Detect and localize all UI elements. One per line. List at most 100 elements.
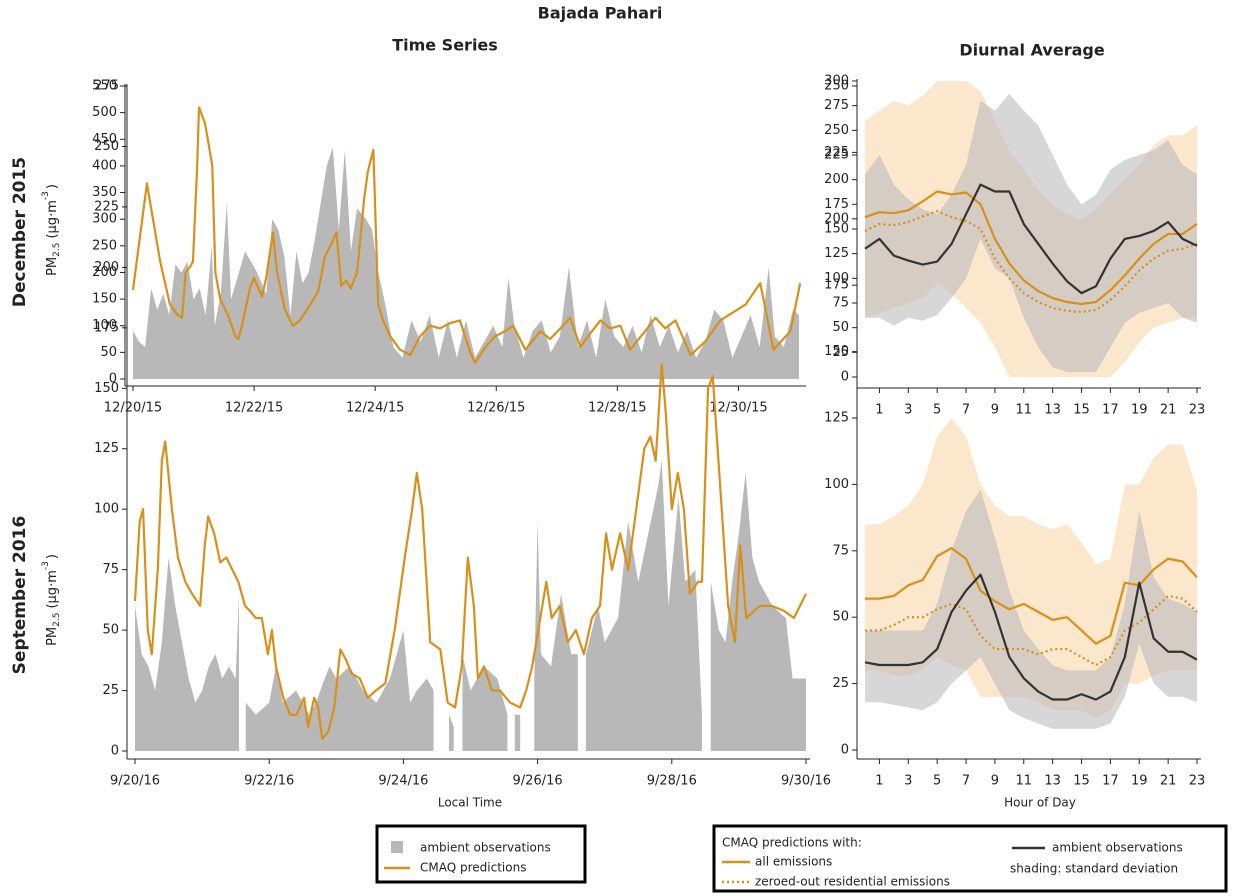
- y-label-part: ): [45, 184, 60, 189]
- y-tick-label: 200: [94, 260, 119, 275]
- y-tick-label: 25: [102, 683, 119, 698]
- y-tick-label: 25: [832, 345, 849, 360]
- x-tick-label: 7: [962, 774, 970, 789]
- y-tick-label: 225: [94, 199, 119, 214]
- y-tick-label: 75: [832, 296, 849, 311]
- x-tick-label: 9/30/16: [781, 774, 831, 789]
- x-tick-label: 12/26/15: [467, 401, 525, 416]
- legend-label: ambient observations: [1052, 841, 1183, 855]
- y-tick-label: 100: [94, 502, 119, 517]
- y-tick-label: 175: [824, 197, 849, 212]
- y-tick-label: 50: [832, 610, 849, 625]
- y-tick-label: 300: [92, 212, 117, 227]
- y-tick-label: 150: [824, 222, 849, 237]
- x-tick-label: 1: [875, 774, 883, 789]
- y-tick-label: 0: [841, 370, 849, 385]
- x-tick-label: 17: [1102, 403, 1119, 418]
- sd-band: [865, 489, 1197, 729]
- x-tick-label: 5: [933, 774, 941, 789]
- y-tick-label: 275: [94, 79, 119, 94]
- legend: ambient observations CMAQ predictions: [384, 841, 551, 875]
- x-tick-label: 21: [1160, 774, 1177, 789]
- y-tick-label: 250: [824, 79, 849, 94]
- column-title: Diurnal Average: [959, 41, 1105, 60]
- y-label-part: (µg·m: [45, 570, 60, 608]
- y-tick-label: 100: [824, 477, 849, 492]
- y-label-part: -3: [41, 191, 51, 200]
- y-tick-label: 100: [824, 271, 849, 286]
- y-tick-label: 225: [824, 148, 849, 163]
- legend-box: [375, 824, 587, 884]
- y-tick-label: 500: [92, 105, 117, 120]
- x-tick-label: 12/30/15: [709, 401, 767, 416]
- y-tick-label: 75: [102, 562, 119, 577]
- x-tick-label: 3: [904, 774, 912, 789]
- x-tick-label: 23: [1189, 774, 1206, 789]
- x-tick-label: 12/20/15: [104, 401, 162, 416]
- y-label-part: PM: [45, 257, 60, 276]
- x-tick-label: 19: [1131, 774, 1148, 789]
- x-tick-label: 9: [991, 403, 999, 418]
- series-line: [865, 547, 1198, 645]
- y-tick-label: 150: [824, 344, 849, 359]
- x-tick-label: 19: [1131, 403, 1148, 418]
- x-tick-label: 9/26/16: [513, 774, 563, 789]
- y-tick-label: 200: [824, 172, 849, 187]
- legend-note: shading: standard deviation: [1010, 862, 1178, 876]
- y-tick-label: 0: [111, 744, 119, 759]
- legend-label: CMAQ predictions: [420, 861, 526, 875]
- y-tick-label: 0: [841, 743, 849, 758]
- y-tick-label: 100: [92, 318, 117, 333]
- y-tick-label: 125: [94, 441, 119, 456]
- observation-area: [135, 460, 806, 751]
- x-tick-label: 9/20/16: [110, 774, 160, 789]
- x-tick-label: 15: [1073, 774, 1090, 789]
- x-tick-label: 12/22/15: [225, 401, 283, 416]
- legend: all emissions zeroed-out residential emis…: [722, 841, 1183, 889]
- y-tick-label: 150: [94, 381, 119, 396]
- series-line: [133, 362, 807, 741]
- x-tick-label: 1: [875, 403, 883, 418]
- legend-heading: CMAQ predictions with:: [722, 836, 862, 850]
- x-tick-label: 12/24/15: [346, 401, 404, 416]
- x-tick-label: 11: [1016, 403, 1033, 418]
- x-tick-label: 9: [991, 774, 999, 789]
- series-line: [131, 106, 802, 365]
- y-tick-label: 50: [102, 623, 119, 638]
- x-tick-label: 7: [962, 403, 970, 418]
- y-axis-label: PM2.5 (µg·m-3): [41, 554, 62, 646]
- x-tick-label: 5: [933, 403, 941, 418]
- x-tick-label: 13: [1044, 774, 1061, 789]
- legend-box: [712, 824, 1228, 893]
- y-tick-label: 125: [824, 411, 849, 426]
- y-tick-label: 175: [824, 278, 849, 293]
- observation-area: [133, 147, 799, 379]
- legend-label: zeroed-out residential emissions: [755, 875, 950, 889]
- x-tick-label: 12/28/15: [588, 401, 646, 416]
- y-tick-label: 225: [824, 145, 849, 160]
- x-tick-label: 15: [1073, 403, 1090, 418]
- y-tick-label: 350: [92, 185, 117, 200]
- x-tick-label: 23: [1189, 403, 1206, 418]
- y-tick-label: 25: [832, 676, 849, 691]
- x-tick-label: 11: [1016, 774, 1033, 789]
- x-axis-label: Hour of Day: [1004, 796, 1076, 810]
- series-line: [864, 183, 1198, 295]
- column-title: Time Series: [392, 36, 498, 55]
- y-tick-label: 250: [92, 238, 117, 253]
- y-axis-label: PM2.5 (µg·m-3): [41, 184, 62, 276]
- y-tick-label: 300: [824, 74, 849, 89]
- x-tick-label: 9/22/16: [244, 774, 294, 789]
- y-tick-label: 175: [94, 320, 119, 335]
- series-line: [864, 573, 1198, 701]
- legend-label: all emissions: [755, 855, 832, 869]
- x-tick-label: 3: [904, 403, 912, 418]
- x-tick-label: 21: [1160, 403, 1177, 418]
- y-label-part: -3: [41, 561, 51, 570]
- y-tick-label: 250: [824, 123, 849, 138]
- figure-title: Bajada Pahari: [538, 4, 663, 23]
- row-label: September 2016: [10, 516, 30, 675]
- y-label-part: 2.5: [52, 613, 62, 627]
- legend-swatch: [391, 841, 403, 853]
- y-label-part: 2.5: [52, 243, 62, 257]
